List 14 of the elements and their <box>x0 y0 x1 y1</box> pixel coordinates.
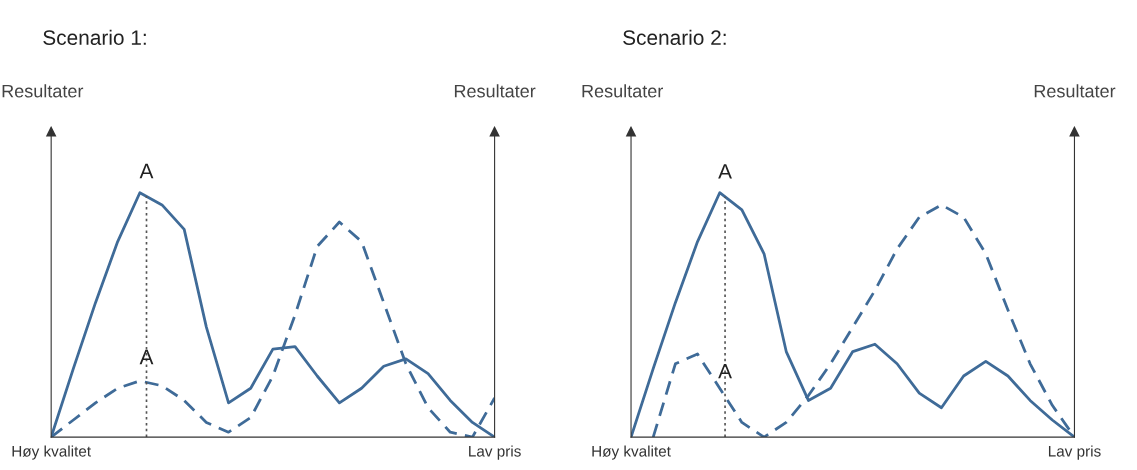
x-tick-label: Lav pris <box>469 445 521 460</box>
annotation: A <box>718 363 732 379</box>
chart-title: Scenario 1: <box>43 29 146 45</box>
y2-axis-title: Resultater <box>454 84 536 98</box>
x-tick-label: Høy kvalitet <box>592 445 671 460</box>
y-axis-title: Resultater <box>582 84 664 98</box>
y2-axis-title: Resultater <box>1034 84 1116 98</box>
text: A <box>139 163 154 179</box>
chart-title: Scenario 2: <box>623 29 726 45</box>
annotation: A <box>139 349 154 365</box>
x-tick-label: Høy kvalitet <box>12 445 91 460</box>
y-axis-title: Resultater <box>2 84 84 98</box>
text: A <box>718 164 732 179</box>
x-tick-label: Lav pris <box>1048 445 1101 460</box>
